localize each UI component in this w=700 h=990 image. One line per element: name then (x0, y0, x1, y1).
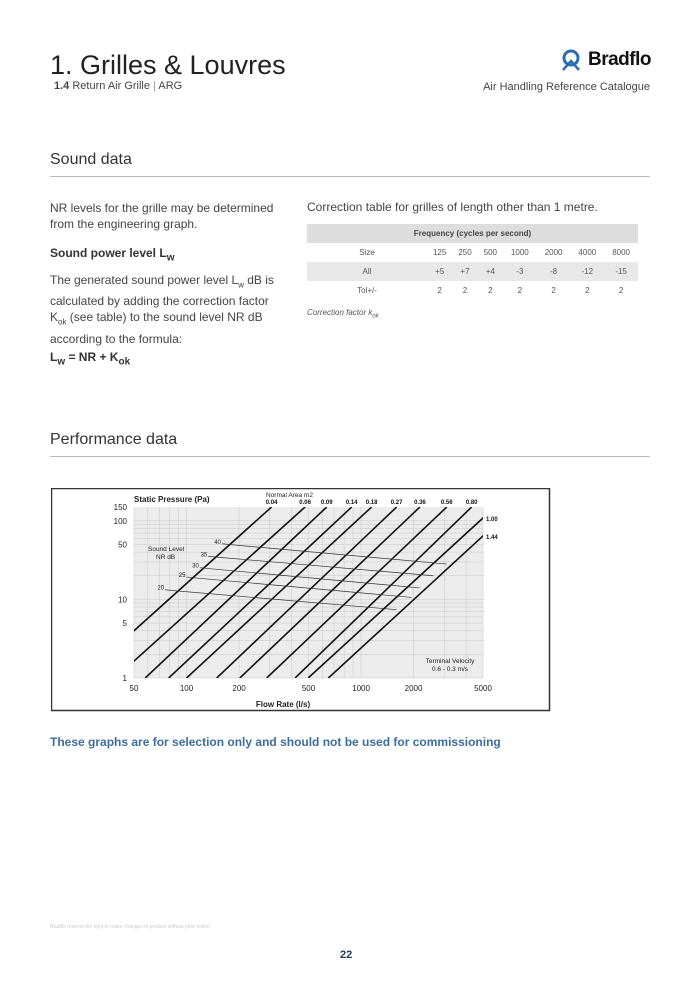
nr-leader (208, 555, 219, 558)
performance-heading: Performance data (50, 431, 650, 457)
table-row: Size 125 250 500 1000 2000 4000 8000 (359, 248, 630, 257)
area-label: 0.27 (391, 500, 403, 506)
y-tick-label: 10 (118, 595, 127, 604)
nr-label: 35 (201, 552, 208, 558)
area-line-0.80 (294, 507, 473, 678)
area-line-0.36 (239, 507, 421, 678)
x-tick-label: 500 (302, 684, 316, 693)
area-label: 0.04 (266, 500, 278, 506)
x-tick-label: 1000 (352, 684, 370, 693)
area-line-0.14 (168, 507, 353, 678)
area-line-1.44 (327, 534, 483, 678)
x-tick-label: 100 (180, 684, 194, 693)
nr-line-20 (175, 590, 397, 611)
nr-line-30 (209, 568, 420, 589)
page-title: 1. Grilles & Louvres (50, 50, 286, 80)
y-tick-label: 150 (114, 503, 128, 512)
section-number: 1.4 (54, 80, 70, 92)
page-number: 22 (340, 949, 353, 961)
intro-text: NR levels for the grille may be determin… (50, 201, 274, 231)
nr-leader (199, 567, 210, 570)
terminal-velocity-range: 0.6 - 0.3 m/s (432, 666, 469, 673)
nr-leader (186, 576, 197, 579)
nr-title-2: NR dB (156, 554, 175, 561)
catalogue-title: Air Handling Reference Catalogue (483, 81, 650, 93)
area-label: 0.80 (466, 500, 478, 506)
section-name: Return Air Grille (72, 80, 150, 92)
formula: Lw = NR + Kok (50, 350, 131, 368)
area-title: Normal Area m2 (266, 492, 313, 499)
nr-label: 20 (157, 586, 164, 592)
disclaimer: Bradflo reserve the right to make change… (50, 924, 210, 930)
performance-chart: 0.04 0.06 0.09 0.14 0.18 0.27 0.36 0.56 0.80 1.00… (51, 488, 551, 712)
area-label: 1.44 (486, 535, 498, 541)
table-footnote: Correction factor kok (307, 308, 379, 320)
area-label: 0.09 (321, 500, 333, 506)
correction-table: Frequency (cycles per second) Size 125 250… (307, 224, 638, 300)
bradflo-logo: Bradflo (560, 49, 652, 71)
x-axis-label: Flow Rate (l/s) (256, 700, 311, 709)
nr-leader (221, 543, 232, 546)
table-row: Tol+/- 2 2 2 2 2 2 2 (357, 286, 624, 295)
area-label: 0.14 (346, 500, 358, 506)
table-header: Frequency (cycles per second) (307, 224, 638, 243)
area-line-0.27 (216, 507, 398, 678)
x-tick-label: 2000 (405, 684, 423, 693)
commissioning-note: These graphs are for selection only and … (50, 735, 501, 749)
area-label: 0.56 (441, 500, 453, 506)
x-tick-label: 50 (130, 684, 139, 693)
y-axis-label: Static Pressure (Pa) (134, 495, 210, 504)
terminal-velocity-title: Terminal Velocity (426, 658, 476, 665)
table-caption: Correction table for grilles of length o… (307, 200, 598, 214)
spl-description: The generated sound power level Lw dB is… (50, 273, 274, 346)
nr-leader (165, 589, 176, 592)
y-tick-label: 50 (118, 540, 127, 549)
nr-line-40 (231, 544, 447, 565)
logo-text: Bradflo (588, 49, 652, 70)
area-line-0.06 (134, 507, 306, 663)
area-label: 0.06 (299, 500, 311, 506)
nr-line-35 (218, 556, 434, 577)
x-tick-label: 5000 (474, 684, 492, 693)
logo-icon (562, 49, 580, 71)
divider: | (153, 80, 156, 92)
subtitle: 1.4 Return Air Grille | ARG (54, 80, 182, 92)
product-code: ARG (158, 80, 183, 92)
x-tick-label: 200 (232, 684, 246, 693)
nr-label: 25 (179, 573, 186, 579)
nr-label: 40 (214, 540, 221, 546)
spl-heading: Sound power level Lw (50, 246, 175, 264)
area-label: 0.18 (366, 500, 378, 506)
area-label: 0.36 (414, 500, 426, 506)
nr-label: 30 (192, 564, 199, 570)
area-label: 1.00 (486, 517, 498, 523)
y-tick-label: 100 (114, 517, 128, 526)
area-line-0.04 (134, 507, 273, 632)
nr-title-1: Sound Level (148, 546, 185, 553)
area-line-0.09 (144, 507, 328, 678)
table-row: All +5 +7 +4 -3 -8 -12 -15 (307, 262, 638, 281)
y-tick-label: 1 (123, 674, 128, 683)
nr-line-25 (196, 577, 412, 598)
y-tick-label: 5 (123, 619, 128, 628)
area-line-1.00 (307, 516, 483, 678)
sound-data-heading: Sound data (50, 151, 650, 177)
area-line-0.18 (185, 507, 373, 678)
